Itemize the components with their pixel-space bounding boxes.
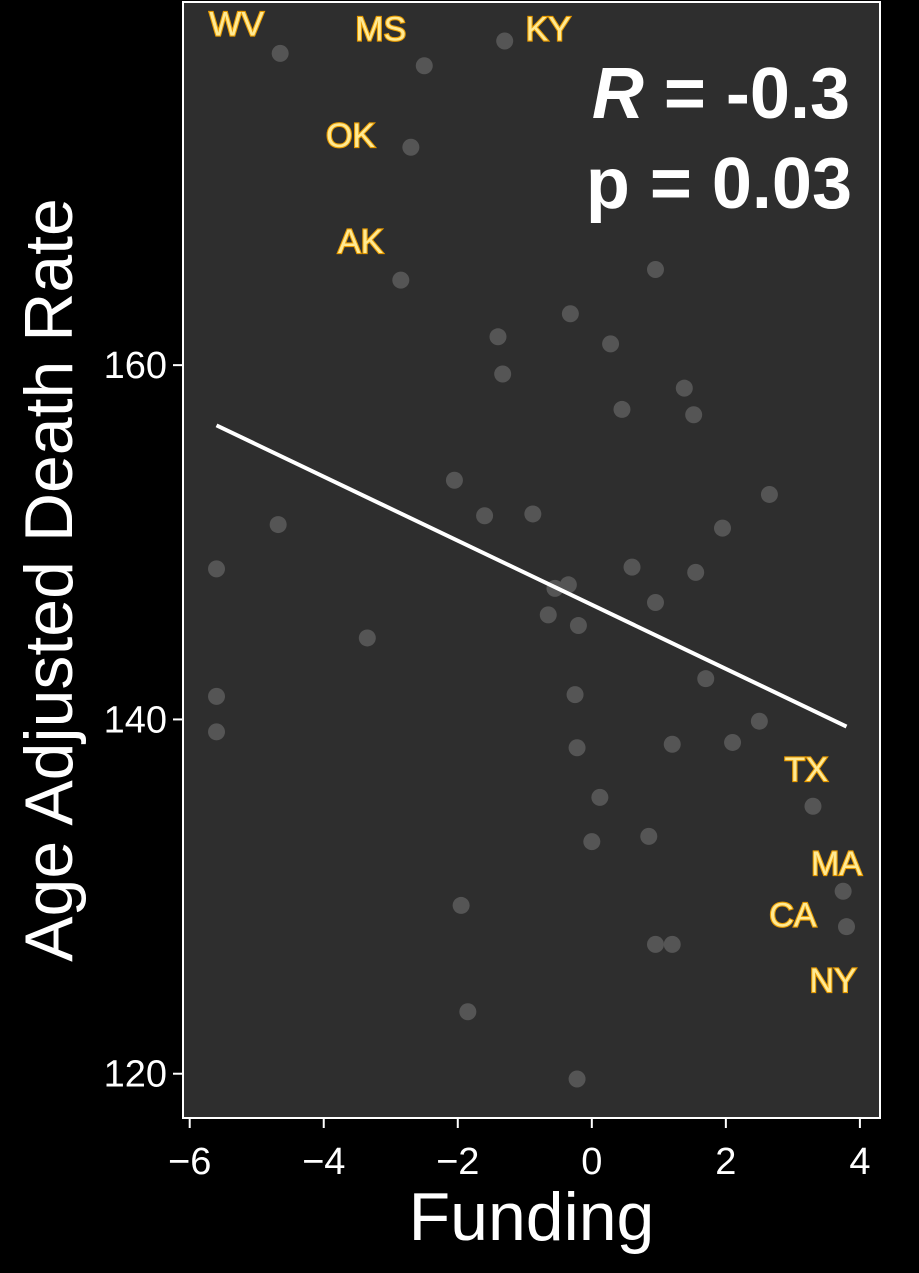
data-point	[613, 400, 631, 418]
state-label: NY	[809, 962, 856, 1000]
x-tick-label: 2	[715, 1141, 736, 1183]
data-point	[646, 260, 664, 278]
state-label: TX	[785, 751, 828, 789]
data-point	[714, 519, 732, 537]
x-axis-title: Funding	[409, 1179, 655, 1255]
state-label: MS	[355, 11, 406, 49]
data-point	[568, 1070, 586, 1088]
data-point	[445, 471, 463, 489]
state-label: CA	[769, 896, 817, 934]
data-point	[602, 335, 620, 353]
data-point	[208, 723, 226, 741]
data-point	[697, 670, 715, 688]
state-labels-layer: WV MS KY OK AK TX MA CA NY	[208, 4, 863, 1001]
data-point	[591, 788, 609, 806]
data-point	[804, 797, 822, 815]
data-point	[566, 686, 584, 704]
x-tick-label: 0	[581, 1141, 602, 1183]
data-point	[269, 516, 287, 534]
data-point	[494, 365, 512, 383]
data-point	[646, 935, 664, 953]
data-point	[568, 739, 586, 757]
p-value-annotation: p = 0.03	[586, 144, 852, 224]
r-value: = -0.3	[644, 54, 850, 134]
y-tick-label: 160	[104, 345, 167, 387]
data-point	[583, 833, 601, 851]
y-axis-title: Age Adjusted Death Rate	[11, 198, 87, 962]
x-tick-label: −4	[302, 1141, 345, 1183]
points-layer	[208, 32, 855, 1088]
data-point	[208, 560, 226, 578]
data-point	[569, 617, 587, 635]
data-point	[685, 406, 703, 424]
data-point	[271, 44, 289, 62]
data-point	[724, 733, 742, 751]
data-point	[402, 138, 420, 156]
data-point	[459, 1003, 477, 1021]
data-point	[663, 735, 681, 753]
data-point	[539, 606, 557, 624]
data-point	[760, 485, 778, 503]
data-point	[559, 576, 577, 594]
data-point	[358, 629, 376, 647]
x-tick-label: 4	[849, 1141, 870, 1183]
y-tick-label: 120	[104, 1054, 167, 1096]
state-label: KY	[526, 11, 571, 49]
data-point	[687, 563, 705, 581]
data-point	[496, 32, 514, 50]
data-point	[663, 935, 681, 953]
data-point	[646, 594, 664, 612]
data-point	[837, 918, 855, 936]
data-point	[476, 507, 494, 525]
state-label: MA	[811, 845, 862, 883]
regression-line	[215, 423, 848, 729]
data-point	[561, 305, 579, 323]
r-symbol: R	[592, 54, 644, 134]
x-tick-label: −6	[168, 1141, 211, 1183]
state-label: OK	[326, 117, 375, 155]
correlation-annotation: R = -0.3	[592, 54, 850, 134]
state-label: AK	[338, 223, 384, 261]
x-axis: −6 −4 −2 0 2 4	[168, 1118, 870, 1183]
y-tick-label: 140	[104, 699, 167, 741]
data-point	[524, 505, 542, 523]
y-axis: 120 140 160	[104, 345, 183, 1096]
data-point	[489, 328, 507, 346]
data-point	[415, 57, 433, 75]
data-point	[208, 687, 226, 705]
data-point	[675, 379, 693, 397]
data-point	[834, 882, 852, 900]
data-point	[640, 827, 658, 845]
data-point	[392, 271, 410, 289]
x-tick-label: −2	[436, 1141, 479, 1183]
data-point	[452, 896, 470, 914]
state-label: WV	[209, 5, 264, 43]
plot-panel	[182, 1, 881, 1119]
data-point	[750, 712, 768, 730]
data-point	[623, 558, 641, 576]
